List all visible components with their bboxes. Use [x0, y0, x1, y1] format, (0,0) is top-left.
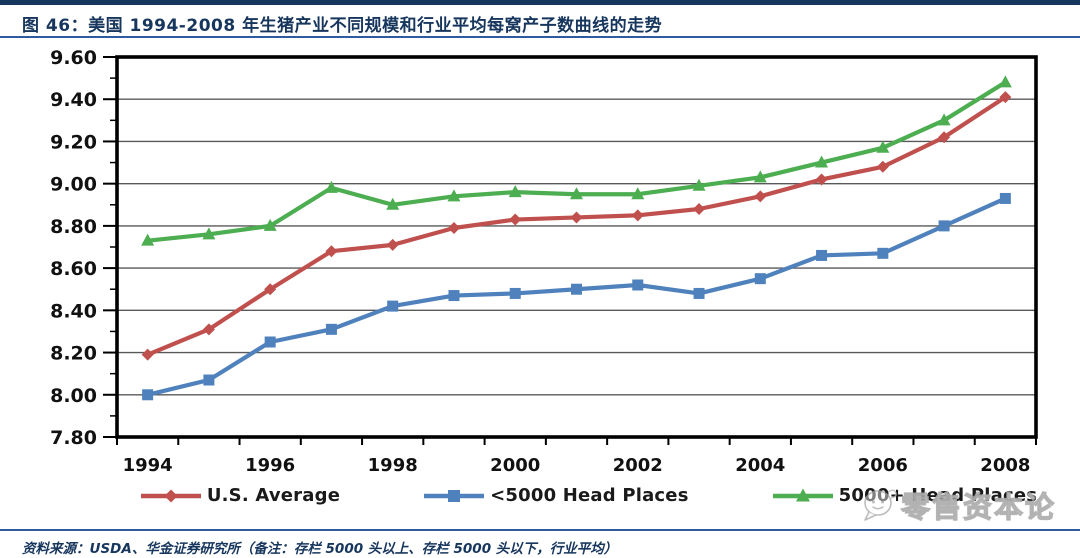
legend-label-us-average: U.S. Average — [206, 485, 341, 506]
legend-label-large-places: 5000+ Head Places — [838, 485, 1038, 506]
source-divider — [0, 529, 1080, 531]
legend-item-us-average: U.S. Average — [139, 485, 340, 506]
source-note: 资料来源：USDA、华金证券研究所（备注：存栏 5000 头以上、存栏 5000… — [22, 541, 618, 557]
svg-text:2004: 2004 — [735, 455, 785, 476]
chart-legend: U.S. Average <5000 Head Places 5000+ Hea… — [48, 485, 1080, 506]
svg-text:8.20: 8.20 — [50, 343, 97, 365]
legend-item-large-places: 5000+ Head Places — [771, 485, 1038, 506]
svg-text:8.40: 8.40 — [50, 300, 97, 322]
legend-item-small-places: <5000 Head Places — [422, 485, 689, 506]
svg-text:8.80: 8.80 — [50, 216, 97, 238]
legend-marker-triangle-icon — [771, 486, 835, 506]
svg-text:9.60: 9.60 — [50, 47, 97, 69]
svg-text:2008: 2008 — [980, 455, 1030, 476]
svg-text:7.80: 7.80 — [50, 427, 97, 449]
svg-text:8.00: 8.00 — [50, 385, 97, 407]
title-divider — [0, 36, 1080, 38]
figure-title: 图 46：美国 1994-2008 年生猪产业不同规模和行业平均每窝产子数曲线的… — [22, 16, 663, 36]
top-accent-bar — [0, 0, 1080, 5]
svg-text:1998: 1998 — [368, 455, 418, 476]
legend-marker-square-icon — [422, 486, 486, 506]
svg-text:2006: 2006 — [858, 455, 908, 476]
line-chart: 7.80 8.00 8.20 8.40 8.60 8.80 9.00 9.20 9.40 9.60… — [50, 47, 1038, 476]
svg-text:9.00: 9.00 — [50, 174, 97, 196]
legend-marker-diamond-icon — [139, 486, 203, 506]
svg-text:1996: 1996 — [245, 455, 295, 476]
svg-text:1994: 1994 — [123, 455, 173, 476]
svg-text:2002: 2002 — [613, 455, 663, 476]
legend-label-small-places: <5000 Head Places — [490, 485, 689, 506]
svg-text:8.60: 8.60 — [50, 258, 97, 280]
svg-text:2000: 2000 — [490, 455, 540, 476]
svg-text:9.20: 9.20 — [50, 131, 97, 153]
svg-text:9.40: 9.40 — [50, 89, 97, 111]
